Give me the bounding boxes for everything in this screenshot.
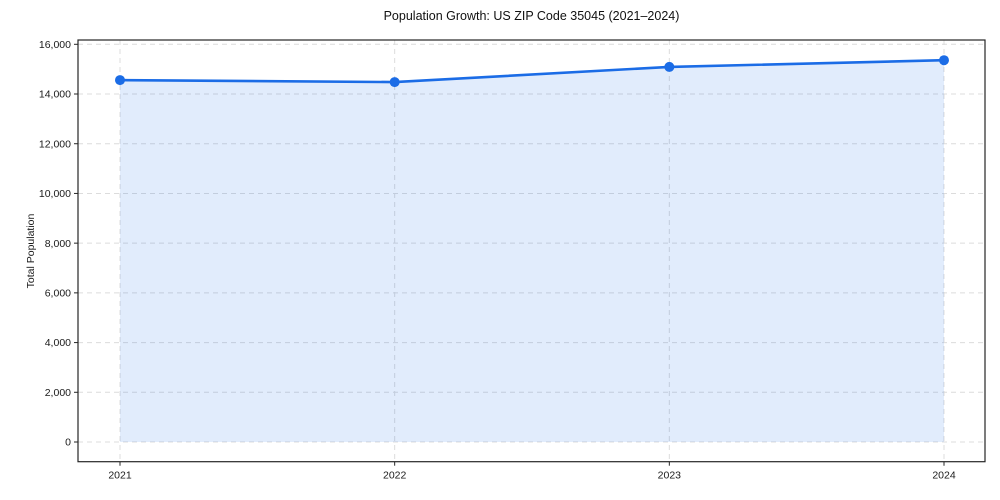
data-point-marker bbox=[389, 77, 400, 88]
trend-line bbox=[118, 58, 946, 84]
plot-frame bbox=[77, 39, 986, 463]
data-point-marker bbox=[115, 75, 125, 86]
data-point-marker bbox=[939, 55, 949, 66]
y-tick-label: 16,000 bbox=[39, 39, 71, 51]
y-tick-label: 12,000 bbox=[39, 138, 71, 150]
x-tick-label: 2022 bbox=[383, 470, 407, 482]
y-tick-label: 14,000 bbox=[39, 89, 71, 101]
area-fill bbox=[120, 60, 944, 442]
y-tick-label: 2,000 bbox=[45, 387, 71, 399]
chart-title: Population Growth: US ZIP Code 35045 (20… bbox=[383, 9, 680, 23]
x-tick-label: 2021 bbox=[108, 470, 132, 482]
x-tick-label: 2023 bbox=[658, 470, 682, 482]
y-tick-label: 4,000 bbox=[45, 337, 71, 349]
data-point-marker bbox=[664, 61, 675, 72]
y-tick-label: 6,000 bbox=[45, 287, 71, 299]
y-tick-label: 8,000 bbox=[45, 238, 71, 250]
x-tick-label: 2024 bbox=[932, 470, 956, 482]
y-tick-label: 0 bbox=[65, 437, 71, 449]
y-tick-label: 10,000 bbox=[39, 188, 71, 200]
